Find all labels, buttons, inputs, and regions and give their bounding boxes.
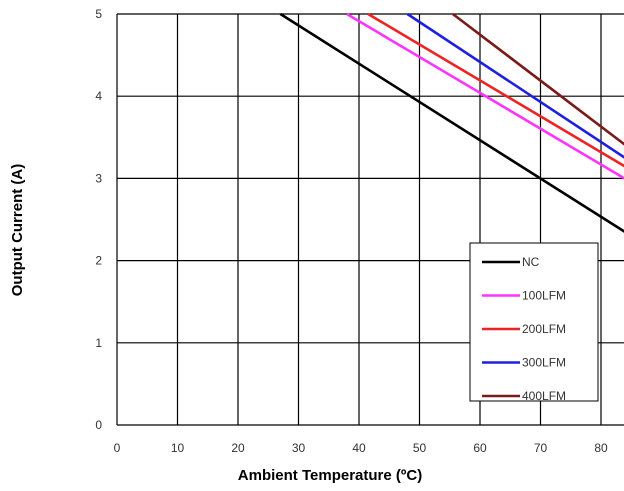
y-tick-label: 5: [95, 7, 102, 21]
series-line: [279, 12, 624, 233]
legend-label: NC: [522, 255, 540, 269]
y-axis-title: Output Current (A): [9, 164, 26, 296]
legend-label: 300LFM: [522, 356, 566, 370]
legend-label: 200LFM: [522, 322, 566, 336]
legend-box: [469, 242, 599, 402]
y-tick-label: 2: [95, 254, 102, 268]
x-tick-label: 20: [231, 441, 245, 455]
y-tick-label: 3: [95, 171, 102, 185]
y-tick-label: 4: [95, 89, 102, 103]
series-line: [367, 12, 624, 168]
series-line: [452, 12, 624, 146]
x-tick-label: 40: [352, 441, 366, 455]
x-tick-label: 10: [171, 441, 185, 455]
chart-ticks: 0 10 20 30 40 50 60 70 80 0 1 2 3 4 5: [95, 7, 608, 455]
chart-legend: NC 100LFM 200LFM 300LFM 400LFM: [469, 242, 599, 403]
series-line: [346, 12, 624, 180]
y-tick-label: 1: [95, 336, 102, 350]
x-tick-label: 70: [534, 441, 548, 455]
series-line: [406, 12, 624, 159]
x-tick-label: 50: [413, 441, 427, 455]
x-tick-label: 0: [114, 441, 121, 455]
x-tick-label: 80: [594, 441, 608, 455]
x-tick-label: 60: [473, 441, 487, 455]
y-tick-label: 0: [95, 418, 102, 432]
legend-label: 100LFM: [522, 289, 566, 303]
chart-series: [279, 12, 624, 233]
legend-label: 400LFM: [522, 389, 566, 403]
x-axis-title: Ambient Temperature (ºC): [238, 467, 422, 484]
x-tick-label: 30: [292, 441, 306, 455]
